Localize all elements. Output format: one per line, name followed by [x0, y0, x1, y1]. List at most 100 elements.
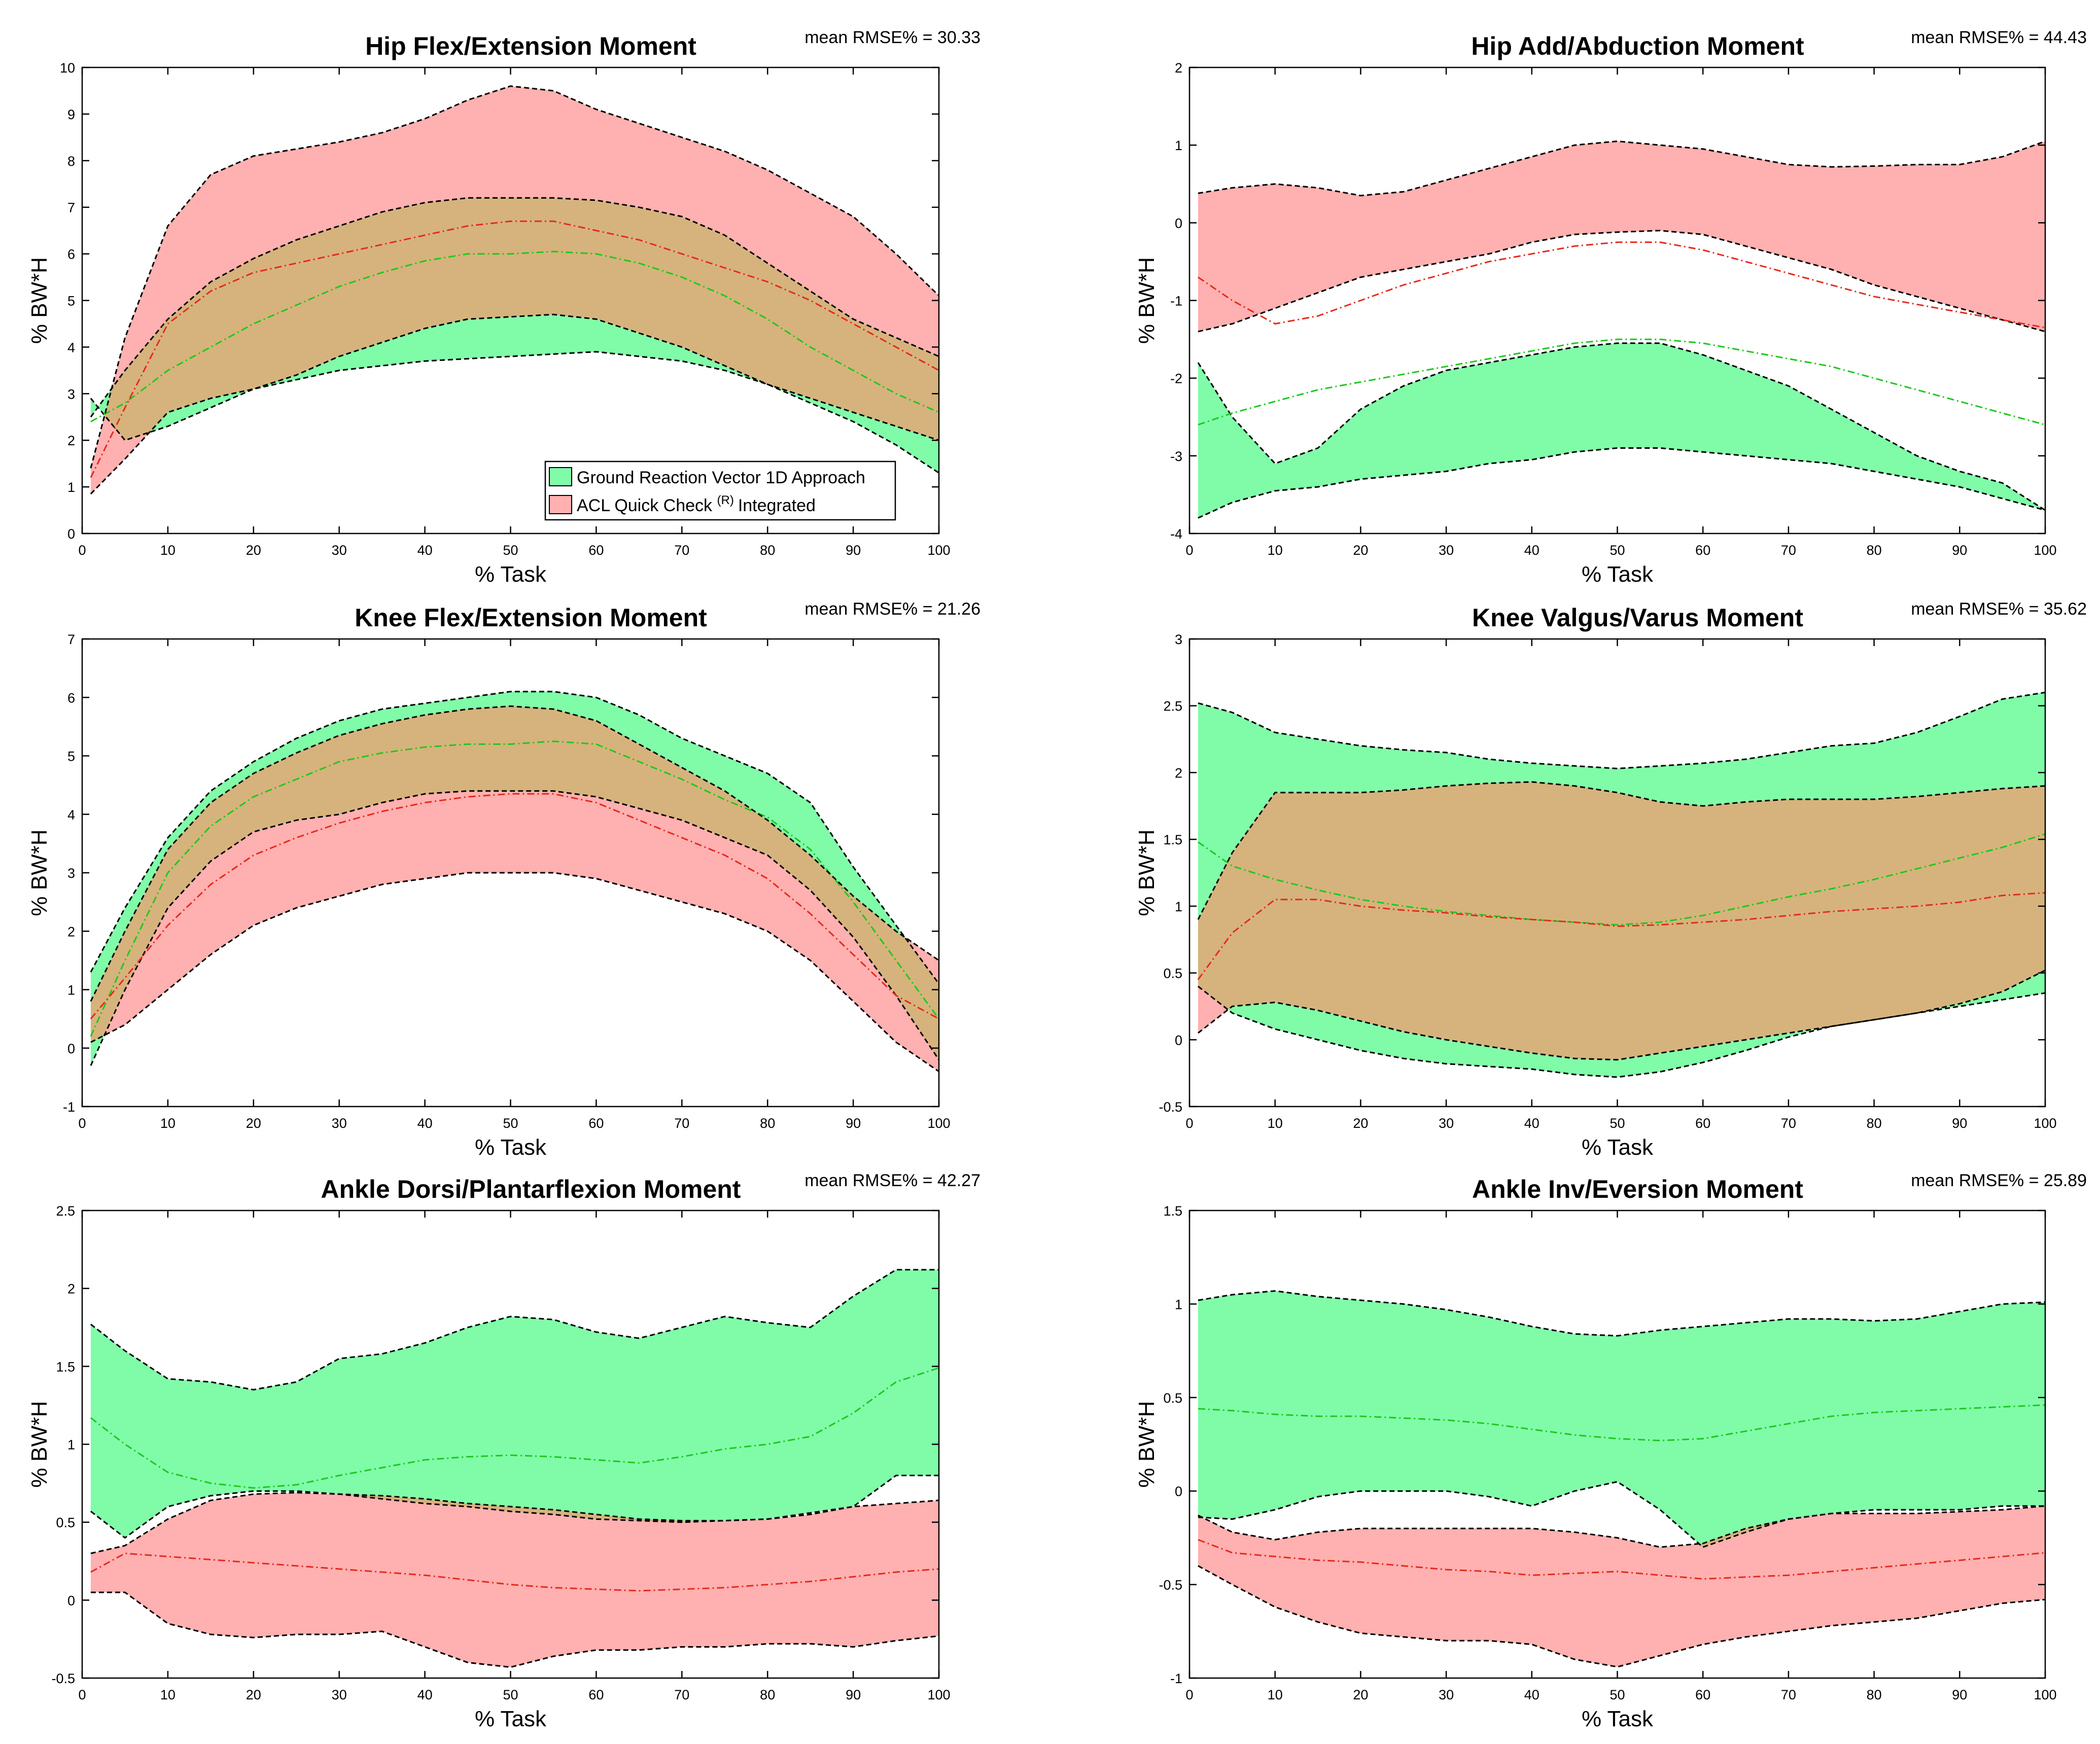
band-green: [90, 1269, 939, 1538]
x-tick-label: 10: [160, 1116, 176, 1131]
band-upper-edge-red: [1198, 1505, 2045, 1548]
y-axis-label: % BW*H: [27, 829, 52, 916]
legend: Ground Reaction Vector 1D Approach ACL Qu…: [544, 460, 896, 521]
band-upper-edge-red: [90, 1491, 939, 1554]
x-tick-label: 50: [503, 543, 518, 558]
rmse-label: mean RMSE% = 25.89: [1911, 1171, 2087, 1190]
rmse-label: mean RMSE% = 44.43: [1911, 28, 2087, 47]
y-tick-label: 8: [67, 154, 75, 169]
x-tick-label: 90: [846, 543, 861, 558]
x-tick-label: 80: [1867, 1687, 1882, 1702]
mean-line-green: [1198, 833, 2045, 926]
x-tick-label: 90: [1952, 543, 1967, 558]
chart-title: Knee Flex/Extension Moment: [355, 603, 707, 632]
chart-6: 0 10 20 30 40 50 60 70 80 90 100 -1 -0.5 0 0.5 1 1.5 Ankl…: [1134, 1171, 2087, 1731]
y-tick-label: 1: [67, 1437, 75, 1452]
y-tick-label: 1: [67, 983, 75, 998]
mean-line-red: [1198, 241, 2045, 329]
band-lower-edge-red: [90, 1591, 939, 1668]
y-tick-label: -3: [1170, 449, 1182, 464]
mean-line-green: [90, 740, 939, 1037]
x-axis-label: % Task: [1582, 1706, 1654, 1731]
x-tick-label: 100: [2034, 543, 2056, 558]
y-tick-label: -1: [1170, 1671, 1182, 1686]
plot-area: [1197, 691, 2045, 1078]
x-tick-label: 70: [1781, 543, 1796, 558]
x-tick-label: 40: [1524, 1687, 1539, 1702]
band-upper-edge-green: [1198, 1290, 2045, 1337]
rmse-label: mean RMSE% = 21.26: [804, 599, 981, 619]
x-tick-label: 30: [332, 543, 347, 558]
x-tick-label: 80: [760, 543, 775, 558]
band-lower-edge-green: [90, 1475, 939, 1539]
x-tick-label: 60: [588, 1687, 604, 1702]
x-axis-label: % Task: [1582, 1135, 1654, 1160]
y-tick-label: 3: [67, 866, 75, 881]
y-tick-label: 10: [60, 60, 75, 76]
y-tick-label: 0: [67, 526, 75, 542]
y-tick-label: -4: [1170, 526, 1182, 542]
rmse-label: mean RMSE% = 30.33: [804, 28, 981, 47]
plot-area: [1198, 1290, 2045, 1668]
y-tick-label: 0.5: [1163, 966, 1182, 981]
legend-label-green: Ground Reaction Vector 1D Approach: [577, 468, 865, 487]
band-upper-edge-red: [1197, 781, 2045, 920]
band-lower-edge-red: [1198, 1565, 2045, 1668]
rmse-label: mean RMSE% = 42.27: [804, 1171, 981, 1190]
x-tick-label: 60: [1695, 1116, 1710, 1131]
y-tick-label: 1: [1175, 899, 1182, 914]
x-axis-label: % Task: [475, 1706, 547, 1731]
band-green: [1198, 343, 2045, 518]
x-tick-label: 20: [1353, 543, 1368, 558]
y-tick-label: -2: [1170, 371, 1182, 386]
x-tick-label: 60: [588, 1116, 604, 1131]
mean-line-red: [90, 220, 939, 478]
y-tick-label: 1.5: [1163, 1203, 1182, 1219]
band-upper-edge-green: [90, 197, 939, 418]
x-tick-label: 100: [927, 1687, 950, 1702]
mean-line-green: [90, 1367, 939, 1489]
chart-title: Ankle Inv/Eversion Moment: [1472, 1175, 1803, 1203]
y-tick-label: -1: [1170, 294, 1182, 309]
y-tick-label: -1: [63, 1099, 75, 1115]
chart-title: Ankle Dorsi/Plantarflexion Moment: [321, 1175, 741, 1203]
y-axis-label: % BW*H: [27, 1401, 52, 1487]
x-tick-label: 100: [2034, 1687, 2056, 1702]
band-upper-edge-red: [90, 85, 939, 469]
band-upper-edge-green: [1198, 691, 2045, 770]
mean-line-red: [90, 1552, 939, 1592]
mean-line-green: [90, 251, 939, 422]
y-tick-label: 2: [1175, 60, 1182, 76]
x-tick-label: 60: [1695, 1687, 1710, 1702]
band-red: [1198, 141, 2045, 332]
y-tick-label: 1: [1175, 1297, 1182, 1312]
y-tick-label: 2: [1175, 765, 1182, 780]
x-tick-label: 50: [1609, 543, 1625, 558]
x-tick-label: 10: [160, 543, 176, 558]
y-tick-label: 3: [67, 386, 75, 402]
band-upper-edge-green: [90, 1269, 939, 1391]
band-upper-edge-red: [90, 705, 939, 1002]
band-lower-edge-red: [1198, 230, 2045, 333]
y-tick-label: 2: [67, 924, 75, 939]
y-tick-label: 9: [67, 107, 75, 122]
y-tick-label: 6: [67, 690, 75, 705]
x-tick-label: 40: [417, 1116, 433, 1131]
y-tick-label: 6: [67, 247, 75, 262]
x-tick-label: 30: [1439, 543, 1454, 558]
chart-5: 0 10 20 30 40 50 60 70 80 90 100-0.500.511.522.5An…: [27, 1171, 981, 1731]
band-upper-edge-green: [90, 691, 939, 984]
x-tick-label: 0: [1185, 1687, 1193, 1702]
x-tick-label: 0: [78, 1687, 86, 1702]
x-tick-label: 70: [1781, 1687, 1796, 1702]
y-tick-label: 1: [67, 480, 75, 495]
y-tick-label: 2: [67, 1282, 75, 1297]
x-tick-label: 90: [846, 1687, 861, 1702]
plot-area: [90, 1269, 939, 1668]
y-tick-label: 4: [67, 807, 75, 823]
x-tick-label: 50: [503, 1116, 518, 1131]
plot-area: [90, 691, 939, 1073]
x-axis-label: % Task: [475, 1135, 547, 1160]
legend-label-red-main: ACL Quick Check: [577, 496, 717, 515]
